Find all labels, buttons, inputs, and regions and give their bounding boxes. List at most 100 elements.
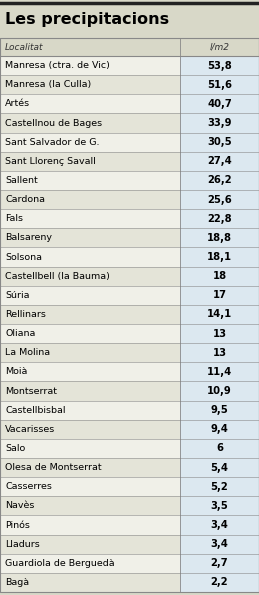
Bar <box>0 171 180 190</box>
Bar <box>180 94 259 114</box>
Text: 25,6: 25,6 <box>207 195 232 205</box>
Bar <box>180 286 259 305</box>
Text: Sant Salvador de G.: Sant Salvador de G. <box>5 137 99 146</box>
Text: 9,5: 9,5 <box>211 405 228 415</box>
Bar <box>0 573 180 592</box>
Text: Sant Llorenç Savall: Sant Llorenç Savall <box>5 157 96 166</box>
Bar <box>180 152 259 171</box>
Text: 14,1: 14,1 <box>207 309 232 320</box>
Text: Vacarisses: Vacarisses <box>5 425 55 434</box>
Bar <box>180 133 259 152</box>
Bar <box>180 114 259 133</box>
Text: Guardiola de Berguedà: Guardiola de Berguedà <box>5 559 115 568</box>
Bar <box>180 75 259 94</box>
Bar <box>180 477 259 496</box>
Text: 27,4: 27,4 <box>207 156 232 166</box>
Bar <box>180 439 259 458</box>
Bar <box>0 38 259 56</box>
Bar <box>0 152 180 171</box>
Text: Cardona: Cardona <box>5 195 45 204</box>
Bar <box>0 228 180 248</box>
Text: 53,8: 53,8 <box>207 61 232 71</box>
Text: 13: 13 <box>212 328 227 339</box>
Text: Manresa (la Culla): Manresa (la Culla) <box>5 80 91 89</box>
Text: Rellinars: Rellinars <box>5 310 46 319</box>
Bar <box>180 554 259 573</box>
Text: Olesa de Montserrat: Olesa de Montserrat <box>5 463 102 472</box>
Bar <box>0 75 180 94</box>
Text: 3,4: 3,4 <box>211 539 228 549</box>
Text: Montserrat: Montserrat <box>5 387 57 396</box>
Text: 18,8: 18,8 <box>207 233 232 243</box>
Bar <box>0 477 180 496</box>
Bar <box>0 362 180 381</box>
Bar <box>180 324 259 343</box>
Text: 18,1: 18,1 <box>207 252 232 262</box>
Text: Fals: Fals <box>5 214 23 223</box>
Bar <box>0 286 180 305</box>
Bar <box>180 56 259 75</box>
Bar <box>0 515 180 534</box>
Text: 17: 17 <box>212 290 227 300</box>
Bar <box>0 3 259 38</box>
Bar <box>180 343 259 362</box>
Bar <box>180 458 259 477</box>
Bar <box>0 439 180 458</box>
Bar <box>180 381 259 400</box>
Text: Localitat: Localitat <box>5 42 44 52</box>
Bar <box>0 381 180 400</box>
Bar <box>0 133 180 152</box>
Bar <box>180 400 259 419</box>
Text: 11,4: 11,4 <box>207 367 232 377</box>
Text: Castellbell (la Bauma): Castellbell (la Bauma) <box>5 272 110 281</box>
Bar <box>0 534 180 554</box>
Bar <box>180 496 259 515</box>
Text: Oliana: Oliana <box>5 329 35 338</box>
Text: Balsareny: Balsareny <box>5 233 52 242</box>
Text: Salo: Salo <box>5 444 25 453</box>
Text: Lladurs: Lladurs <box>5 540 40 549</box>
Bar <box>0 400 180 419</box>
Text: Artés: Artés <box>5 99 30 108</box>
Text: Manresa (ctra. de Vic): Manresa (ctra. de Vic) <box>5 61 110 70</box>
Text: Les precipitacions: Les precipitacions <box>5 12 169 27</box>
Bar <box>0 267 180 286</box>
Bar <box>180 419 259 439</box>
Bar <box>180 305 259 324</box>
Text: 13: 13 <box>212 347 227 358</box>
Text: Súria: Súria <box>5 291 30 300</box>
Text: Pinós: Pinós <box>5 521 30 530</box>
Bar <box>180 171 259 190</box>
Text: 9,4: 9,4 <box>211 424 228 434</box>
Bar <box>0 94 180 114</box>
Bar <box>180 209 259 228</box>
Text: Casserres: Casserres <box>5 482 52 491</box>
Text: 18: 18 <box>212 271 227 281</box>
Bar <box>180 362 259 381</box>
Text: l/m2: l/m2 <box>210 42 229 52</box>
Text: 3,4: 3,4 <box>211 520 228 530</box>
Text: 33,9: 33,9 <box>207 118 232 128</box>
Text: 30,5: 30,5 <box>207 137 232 147</box>
Text: Solsona: Solsona <box>5 252 42 261</box>
Text: 5,2: 5,2 <box>211 482 228 491</box>
Text: 2,7: 2,7 <box>211 558 228 568</box>
Bar <box>180 248 259 267</box>
Text: 2,2: 2,2 <box>211 577 228 587</box>
Bar <box>0 56 180 75</box>
Text: 22,8: 22,8 <box>207 214 232 224</box>
Bar <box>0 419 180 439</box>
Bar <box>0 209 180 228</box>
Bar <box>0 458 180 477</box>
Text: 10,9: 10,9 <box>207 386 232 396</box>
Bar <box>0 324 180 343</box>
Text: 40,7: 40,7 <box>207 99 232 109</box>
Bar <box>180 573 259 592</box>
Bar <box>0 554 180 573</box>
Text: 3,5: 3,5 <box>211 501 228 511</box>
Text: 5,4: 5,4 <box>211 462 228 472</box>
Text: Navès: Navès <box>5 502 34 511</box>
Bar <box>180 515 259 534</box>
Text: 51,6: 51,6 <box>207 80 232 90</box>
Bar <box>0 343 180 362</box>
